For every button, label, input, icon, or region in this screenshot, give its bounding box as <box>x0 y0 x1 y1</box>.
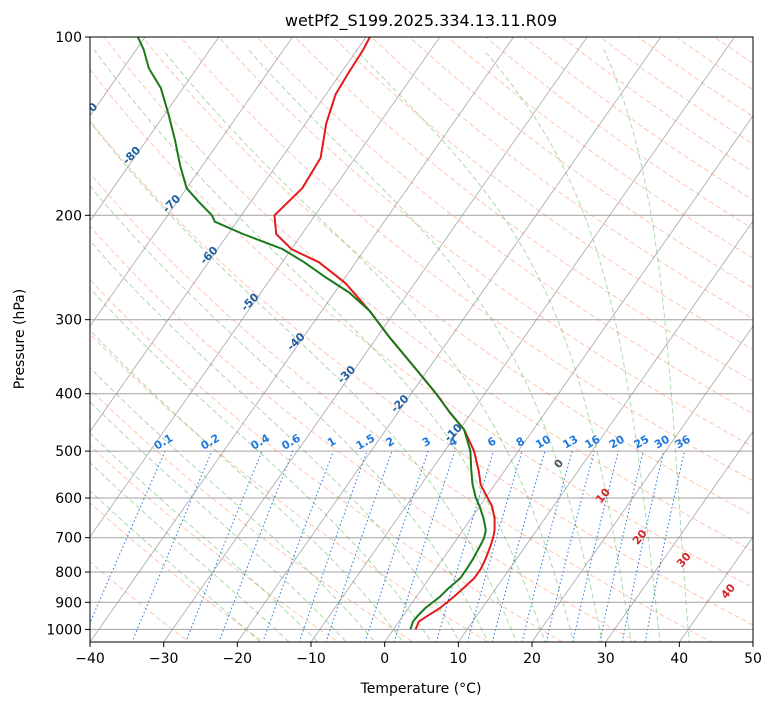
dry-adiabat-label: -90 <box>77 100 100 123</box>
dry-adiabat-line <box>90 225 639 642</box>
mixing-ratio-line <box>131 450 213 642</box>
x-tick-label: 0 <box>380 651 389 667</box>
dry-adiabat-line <box>256 37 753 415</box>
y-tick-label: 700 <box>55 531 82 547</box>
dry-adiabats <box>90 37 753 642</box>
dry-adiabat-line <box>180 37 753 482</box>
mixing-ratio-line <box>466 450 523 642</box>
moist-adiabat-line <box>93 49 546 642</box>
moist-adiabat-line <box>90 120 518 642</box>
y-tick-label: 300 <box>55 313 82 329</box>
isotherms <box>90 37 753 642</box>
isotherm-line <box>678 536 753 642</box>
isobars <box>90 37 753 630</box>
moist-adiabat-line <box>248 49 603 642</box>
x-axis: −40 −30 −20 −10 0 10 20 30 40 50 <box>75 642 762 667</box>
dry-adiabat-line <box>90 172 713 642</box>
isotherm-line <box>457 220 753 642</box>
x-tick-label: −40 <box>75 651 105 667</box>
sounding-profiles <box>136 37 496 630</box>
y-tick-label: 1000 <box>46 622 82 638</box>
x-axis-label: Temperature (°C) <box>360 681 482 697</box>
isotherm-line <box>384 115 753 642</box>
y-axis: 100 200 300 400 500 600 700 800 900 1000 <box>46 30 90 638</box>
isotherm-line <box>310 37 736 642</box>
x-tick-label: 20 <box>523 651 541 667</box>
isotherm-line <box>90 37 367 433</box>
mixing-ratio-line <box>218 450 294 642</box>
dry-adiabat-line <box>523 37 753 201</box>
moist-adiabat-line <box>355 49 632 642</box>
x-tick-label: 40 <box>670 651 688 667</box>
isotherm-line <box>90 37 441 538</box>
plot-frame <box>89 36 754 643</box>
dry-adiabat-line <box>90 278 564 642</box>
dry-adiabat-line <box>408 37 753 289</box>
y-tick-label: 800 <box>55 565 82 581</box>
moist-adiabat-line <box>90 185 489 642</box>
dry-adiabat-line <box>484 37 753 230</box>
mixing-ratio-line <box>491 450 546 642</box>
mixing-ratio-line <box>644 450 685 642</box>
x-tick-label: 10 <box>449 651 467 667</box>
y-tick-label: 100 <box>55 30 82 46</box>
temperature-profile-line <box>273 37 496 630</box>
dry-adiabat-line <box>90 68 753 589</box>
y-tick-label: 600 <box>55 491 82 507</box>
y-axis-label: Pressure (hPa) <box>12 289 28 389</box>
isotherm-line <box>90 37 220 222</box>
x-tick-label: −20 <box>223 651 253 667</box>
dewpoint-profile-line <box>136 37 487 630</box>
y-tick-label: 200 <box>55 208 82 224</box>
isotherm-line <box>90 37 515 642</box>
x-tick-label: −30 <box>149 651 179 667</box>
y-tick-label: 500 <box>55 444 82 460</box>
y-tick-label: 900 <box>55 595 82 611</box>
mixing-ratio-line <box>185 450 263 642</box>
dry-adiabat-line <box>90 502 265 642</box>
mixing-ratio-line <box>521 450 573 642</box>
mixing-ratio-lines <box>90 450 685 642</box>
y-tick-label: 400 <box>55 387 82 403</box>
mixing-ratio-line <box>545 450 595 642</box>
x-tick-label: 30 <box>597 651 615 667</box>
dry-adiabat-line <box>446 37 753 259</box>
x-tick-label: 50 <box>744 651 762 667</box>
isotherm-line <box>605 430 753 642</box>
isotherm-line <box>531 325 753 642</box>
dry-adiabat-line <box>218 37 753 448</box>
moist-adiabat-line <box>90 432 319 642</box>
dry-adiabat-line <box>103 37 753 552</box>
chart-title: wetPf2_S199.2025.334.13.11.R09 <box>285 11 557 31</box>
isotherm-line <box>163 37 588 642</box>
mixing-ratio-line <box>621 450 665 642</box>
mixing-ratio-line <box>262 450 334 642</box>
dry-adiabat-line <box>332 37 753 351</box>
x-tick-label: −10 <box>296 651 326 667</box>
isotherm-line <box>90 37 294 327</box>
mixing-ratio-line <box>90 450 166 625</box>
dry-adiabat-line <box>294 37 753 382</box>
mixing-ratio-line <box>599 450 644 642</box>
mixing-ratio-line <box>393 450 456 642</box>
mixing-ratio-line <box>435 450 495 642</box>
isotherm-line <box>236 37 662 642</box>
mixing-ratio-line <box>572 450 620 642</box>
dry-adiabat-line <box>90 120 753 626</box>
